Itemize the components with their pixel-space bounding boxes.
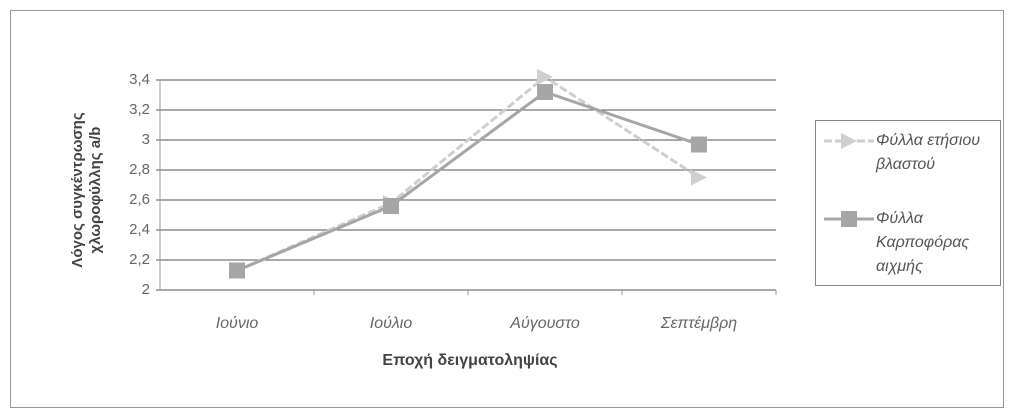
legend-symbols	[824, 133, 874, 227]
chart-frame	[10, 10, 1004, 408]
marker	[229, 262, 245, 279]
y-tick-label: 3	[142, 131, 150, 148]
y-tick-label: 2	[142, 281, 150, 298]
y-tick-label: 2,6	[129, 191, 150, 208]
y-axis-title: Λόγος συγκέντρωσης χλωροφύλλης a/b	[69, 112, 104, 268]
legend: Φύλλα ετήσιου βλαστού Φύλλα Καρποφόρας α…	[815, 120, 1001, 286]
x-tick-label: Αύγουστο	[509, 315, 580, 332]
y-tick-label: 3,2	[129, 101, 150, 118]
legend-label: Φύλλα Καρποφόρας αιχμής	[876, 210, 970, 275]
marker	[691, 169, 707, 186]
series-line	[236, 90, 700, 272]
x-tick-label: Ιούλιο	[370, 315, 413, 332]
y-tick-label: 2,2	[129, 251, 150, 268]
y-tick-label: 3,4	[129, 71, 150, 88]
marker	[691, 136, 707, 153]
y-tick-label: 2,8	[129, 161, 150, 178]
legend-label: Φύλλα ετήσιου βλαστού	[876, 132, 981, 173]
x-tick-label: Ιούνιο	[216, 315, 259, 332]
legend-marker	[841, 133, 857, 149]
marker	[537, 69, 553, 85]
marker	[383, 198, 399, 214]
y-tick-label: 2,4	[129, 221, 150, 238]
x-tick-label: Σεπτέμβρη	[660, 315, 737, 332]
x-axis-title: Εποχή δειγματοληψίας	[382, 352, 558, 369]
legend-marker	[841, 211, 857, 227]
marker	[537, 84, 553, 100]
